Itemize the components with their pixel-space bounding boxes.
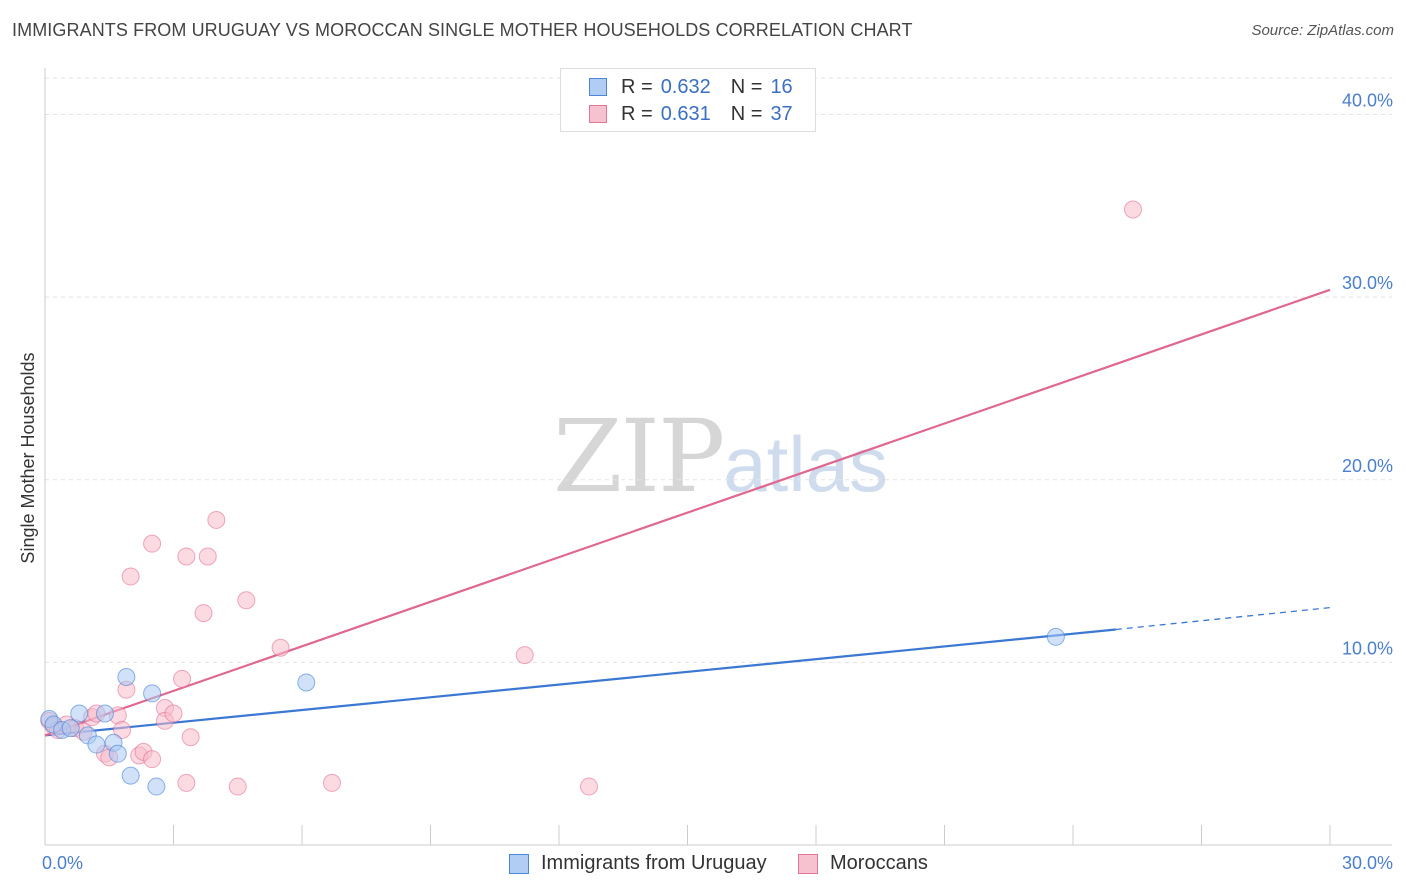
point-moroccans bbox=[515, 646, 534, 665]
label-layer: 10.0% 20.0% 30.0% 40.0% 0.0% 30.0% Single Moth… bbox=[18, 91, 1393, 873]
point-moroccans bbox=[173, 669, 192, 688]
point-uruguay bbox=[87, 735, 106, 754]
legend-n-label: N = bbox=[730, 75, 763, 98]
x-tick-label: 0.0% bbox=[42, 853, 83, 873]
x-tick-label: 30.0% bbox=[1342, 853, 1393, 873]
legend-r-label: R = bbox=[621, 102, 653, 125]
point-moroccans bbox=[164, 704, 183, 723]
legend-n-value: 37 bbox=[770, 102, 793, 125]
point-moroccans bbox=[228, 777, 247, 796]
series-swatch-moroccans bbox=[798, 853, 818, 874]
point-uruguay bbox=[70, 704, 89, 723]
legend-n-label: N = bbox=[730, 102, 763, 125]
watermark-atlas: atlas bbox=[723, 420, 889, 508]
point-uruguay bbox=[1046, 627, 1065, 646]
y-tick-label: 10.0% bbox=[1342, 638, 1393, 658]
trendline-moroccans bbox=[44, 288, 1331, 737]
series-legend: Immigrants from Uruguay Moroccans bbox=[0, 852, 1406, 878]
chart-title: IMMIGRANTS FROM URUGUAY VS MOROCCAN SING… bbox=[12, 20, 913, 40]
point-moroccans bbox=[177, 773, 196, 792]
point-moroccans bbox=[177, 547, 196, 566]
legend-swatch-uruguay bbox=[589, 78, 607, 96]
point-moroccans bbox=[143, 750, 162, 769]
grid-layer bbox=[45, 77, 1392, 663]
point-uruguay bbox=[95, 704, 114, 723]
y-tick-label: 30.0% bbox=[1342, 273, 1393, 293]
point-uruguay bbox=[143, 684, 162, 703]
series-label-moroccans: Moroccans bbox=[830, 852, 928, 874]
point-moroccans bbox=[113, 720, 132, 739]
point-moroccans bbox=[271, 638, 290, 657]
series-legend-uruguay[interactable]: Immigrants from Uruguay bbox=[509, 852, 767, 875]
point-moroccans bbox=[181, 728, 200, 747]
series-label-uruguay: Immigrants from Uruguay bbox=[541, 852, 767, 874]
y-axis-label: Single Mother Households bbox=[18, 352, 38, 563]
correlation-legend: R = 0.632 N = 16 R = 0.631 N = 37 bbox=[560, 68, 816, 132]
point-uruguay bbox=[61, 719, 80, 738]
y-tick-label: 40.0% bbox=[1342, 91, 1393, 111]
point-moroccans bbox=[198, 547, 217, 566]
point-uruguay bbox=[147, 777, 166, 796]
trendline-uruguay bbox=[44, 628, 1116, 737]
legend-row-uruguay: R = 0.632 N = 16 bbox=[589, 74, 793, 100]
point-uruguay bbox=[108, 744, 127, 763]
point-moroccans bbox=[194, 604, 213, 623]
point-moroccans bbox=[207, 510, 226, 529]
source-label: Source: ZipAtlas.com bbox=[1251, 22, 1394, 39]
trendline-uruguay-extension bbox=[1115, 606, 1331, 631]
legend-n-value: 16 bbox=[770, 75, 793, 98]
axis-layer bbox=[44, 68, 1392, 846]
watermark-zip: ZIP bbox=[553, 398, 725, 515]
series-legend-moroccans[interactable]: Moroccans bbox=[798, 852, 928, 875]
legend-swatch-moroccans bbox=[589, 105, 607, 123]
point-moroccans bbox=[121, 567, 140, 586]
point-layer bbox=[40, 200, 1142, 796]
watermark-logo: ZIPatlas bbox=[553, 398, 888, 515]
point-moroccans bbox=[237, 591, 256, 610]
point-moroccans bbox=[1123, 200, 1142, 219]
legend-row-moroccans: R = 0.631 N = 37 bbox=[589, 101, 793, 127]
point-moroccans bbox=[579, 777, 598, 796]
legend-r-value: 0.631 bbox=[660, 102, 711, 125]
trend-layer bbox=[44, 288, 1331, 737]
y-tick-label: 20.0% bbox=[1342, 456, 1393, 476]
series-swatch-uruguay bbox=[509, 853, 529, 874]
point-moroccans bbox=[322, 773, 341, 792]
legend-r-value: 0.632 bbox=[660, 75, 711, 98]
point-uruguay bbox=[117, 667, 136, 686]
point-uruguay bbox=[121, 766, 140, 785]
legend-r-label: R = bbox=[621, 75, 653, 98]
point-moroccans bbox=[143, 534, 162, 553]
point-uruguay bbox=[297, 673, 316, 692]
